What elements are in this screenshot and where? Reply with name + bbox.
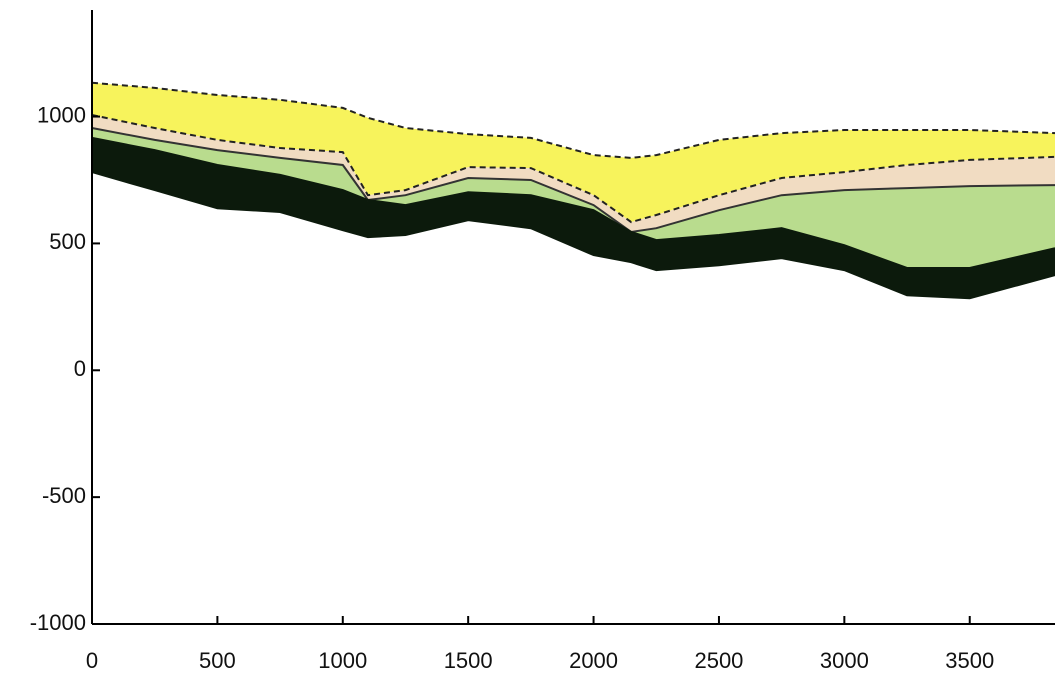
x-tick-label: 3000	[820, 648, 869, 673]
y-tick-label: 0	[74, 356, 86, 381]
x-tick-label: 2000	[569, 648, 618, 673]
x-tick-label: 3500	[945, 648, 994, 673]
x-tick-label: 0	[86, 648, 98, 673]
x-tick-label: 1000	[318, 648, 367, 673]
y-tick-label: 500	[49, 229, 86, 254]
chart: -1000 -500 0 500 1000 0 500 1000 1500 2000 2500 300…	[0, 0, 1055, 687]
y-tick-label: -1000	[30, 610, 86, 635]
x-tick-label: 2500	[694, 648, 743, 673]
x-tick-label: 1500	[444, 648, 493, 673]
y-tick-label: 1000	[37, 102, 86, 127]
y-tick-label: -500	[42, 483, 86, 508]
x-tick-label: 500	[199, 648, 236, 673]
